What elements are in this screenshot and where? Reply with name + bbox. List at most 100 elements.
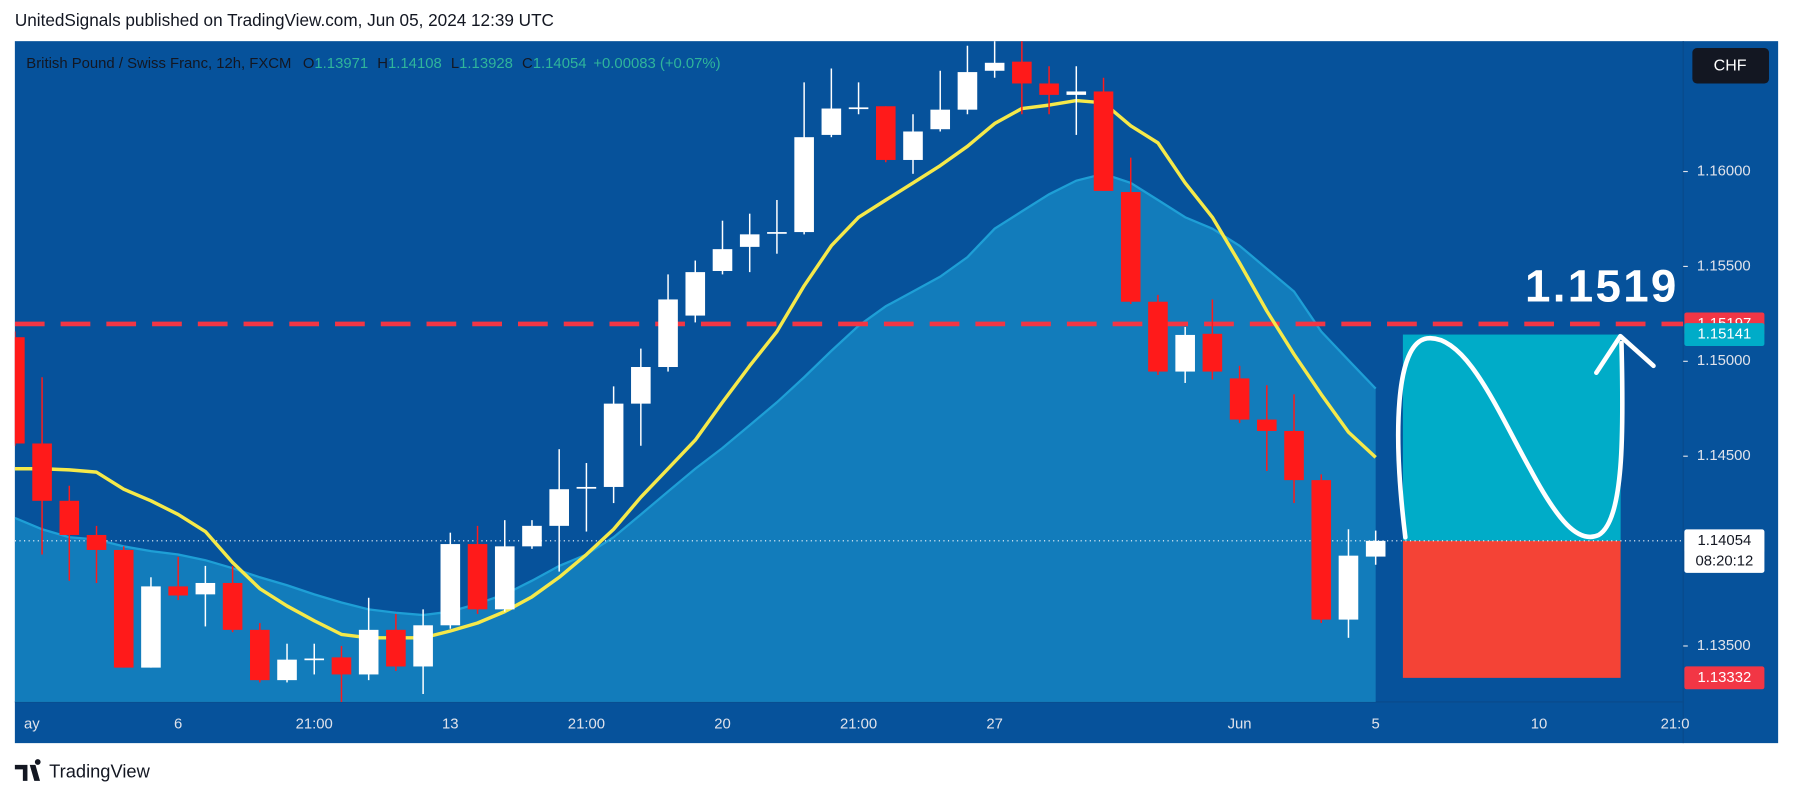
tradingview-logo: TradingView xyxy=(14,759,151,782)
x-tick-label: 13 xyxy=(442,717,459,733)
legend-text: British Pound / Swiss Franc, 12h, FXCM O1… xyxy=(26,56,720,72)
price-label: 1.15141 xyxy=(1698,326,1752,342)
ma-line xyxy=(14,98,1377,640)
legend: British Pound / Swiss Franc, 12h, FXCM O1… xyxy=(26,56,720,72)
candle-body xyxy=(1365,540,1386,557)
candle-body xyxy=(631,367,651,404)
footer-brand: TradingView xyxy=(49,761,150,782)
legend-value: 1.14108 xyxy=(388,56,442,72)
legend-value: 1.14054 xyxy=(533,56,587,72)
projection-arrowhead xyxy=(1594,333,1656,375)
y-tick-label: 1.14500 xyxy=(1697,448,1751,464)
legend-letter: H xyxy=(377,56,388,72)
publish-header: UnitedSignals published on TradingView.c… xyxy=(15,10,554,30)
candle-body xyxy=(875,106,896,160)
candle-body xyxy=(86,534,107,550)
price-label-bg xyxy=(1684,666,1765,690)
legend-change: +0.00083 (+0.07%) xyxy=(593,56,720,72)
candle-body xyxy=(1012,61,1032,84)
legend-value: 1.13971 xyxy=(314,56,368,72)
candle-body xyxy=(658,299,678,368)
candle-body xyxy=(957,72,978,110)
candle-body xyxy=(1311,480,1332,620)
candle-body xyxy=(685,272,706,316)
x-tick-label: 21:0 xyxy=(1661,717,1690,733)
candle-body xyxy=(358,629,379,675)
candle-body xyxy=(32,443,52,501)
candle-body xyxy=(141,586,161,668)
candle-body xyxy=(386,629,406,667)
candle-body xyxy=(1120,192,1141,302)
candle-body xyxy=(1338,555,1359,620)
x-tick-label: 27 xyxy=(986,717,1003,733)
levels-layer xyxy=(14,321,1684,542)
logo-mark xyxy=(14,759,41,781)
candle-body xyxy=(494,546,515,610)
x-tick-label: 21:00 xyxy=(296,717,333,733)
x-tick-label: ay xyxy=(24,717,40,733)
y-tick-label: 1.15000 xyxy=(1697,353,1751,369)
x-tick-label: 6 xyxy=(174,717,182,733)
candle-body xyxy=(984,62,1005,71)
x-tick-label: 21:00 xyxy=(568,717,605,733)
candle-body xyxy=(712,249,733,271)
target-annotation: 1.1519 xyxy=(1525,260,1679,311)
x-tick-label: 10 xyxy=(1531,717,1548,733)
candle-body xyxy=(1229,378,1250,420)
candle-body xyxy=(1257,419,1277,431)
projection-box xyxy=(1402,540,1621,678)
price-label: 1.13332 xyxy=(1698,670,1752,686)
candle-body xyxy=(113,549,134,668)
y-tick-label: 1.13500 xyxy=(1697,638,1751,654)
line-layer xyxy=(14,98,1377,640)
legend-title: British Pound / Swiss Franc, 12h, FXCM xyxy=(26,56,291,72)
candle-body xyxy=(1284,430,1304,481)
y-tick-label: 1.16000 xyxy=(1697,163,1751,179)
y-tick-label: 1.15500 xyxy=(1697,258,1751,274)
candle-body xyxy=(576,486,597,489)
candle-body xyxy=(413,625,433,667)
countdown-label: 08:20:12 xyxy=(1695,553,1753,569)
candle-body xyxy=(59,500,80,535)
axis-layer: 1.13500 1.14500 1.15000 1.15500 1.16000 ay 6 21… xyxy=(24,163,1765,733)
candle-body xyxy=(739,234,760,247)
last-price-label: 1.14054 xyxy=(1698,533,1752,549)
candle-body xyxy=(440,544,461,626)
projection-curve xyxy=(1395,336,1625,540)
candle-body xyxy=(168,586,188,596)
candle-body xyxy=(848,107,869,110)
plot-area: 1.1519 xyxy=(14,41,1684,702)
candle-body xyxy=(331,657,352,675)
currency-button[interactable] xyxy=(1692,48,1769,84)
currency-button-label[interactable]: CHF xyxy=(1714,58,1747,75)
legend-letter: O xyxy=(303,56,315,72)
legend-letter: L xyxy=(451,56,459,72)
candle-body xyxy=(794,137,814,233)
candle-body xyxy=(1039,83,1059,95)
x-tick-label: Jun xyxy=(1228,717,1252,733)
candle-body xyxy=(222,582,243,630)
candle-body xyxy=(930,109,951,130)
candle-body xyxy=(1066,91,1087,95)
x-tick-label: 21:00 xyxy=(840,717,877,733)
x-tick-label: 5 xyxy=(1372,717,1380,733)
candle-body xyxy=(1093,91,1114,191)
x-tick-label: 20 xyxy=(714,717,731,733)
ma-area xyxy=(14,173,1376,702)
legend-value: 1.13928 xyxy=(459,56,513,72)
candle-body xyxy=(903,131,923,160)
candles-layer xyxy=(14,41,1386,702)
candle-body xyxy=(603,403,624,487)
candle-body xyxy=(1202,333,1223,372)
candle-body xyxy=(1148,301,1168,372)
candle-body xyxy=(467,544,488,610)
candle-body xyxy=(522,525,542,547)
candle-body xyxy=(250,629,270,681)
candle-body xyxy=(821,108,842,135)
candle-body xyxy=(767,232,787,234)
candle-body xyxy=(195,582,216,595)
last-price-label-bg xyxy=(1684,529,1765,573)
candle-body xyxy=(1175,334,1195,372)
boxes-layer xyxy=(1402,334,1621,678)
